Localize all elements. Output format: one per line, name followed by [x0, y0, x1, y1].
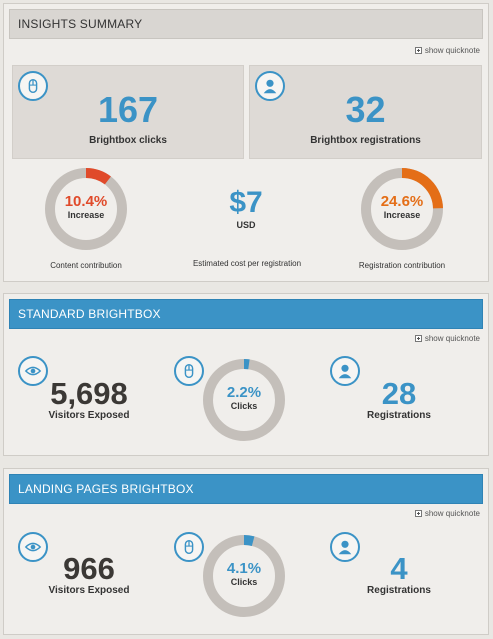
brightbox-clicks-card: 167 Brightbox clicks: [12, 65, 244, 159]
content-contribution-label: Content contribution: [50, 261, 122, 270]
brightbox-clicks-value: 167: [97, 89, 159, 130]
donut-progress-arc: [203, 535, 285, 617]
expand-icon: [414, 335, 422, 342]
visitors-exposed-value: 966: [63, 551, 115, 586]
expand-icon: [414, 47, 422, 54]
insights-summary-panel: INSIGHTS SUMMARY show quicknote 167 Brig…: [3, 3, 489, 282]
standard-brightbox-panel: STANDARD BRIGHTBOX show quicknote 5,698 …: [3, 293, 489, 456]
clicks-label: Clicks: [230, 401, 258, 411]
quicknote-label: show quicknote: [424, 46, 480, 55]
registrations-value: 28: [381, 376, 417, 411]
estimated-cost-unit: USD: [236, 220, 256, 230]
registrations-value: 4: [390, 551, 408, 586]
estimated-cost-value: $7: [229, 186, 263, 219]
mouse-icon: [18, 71, 48, 101]
registration-contribution-percent: 24.6%: [380, 193, 424, 210]
registration-contribution-donut: 24.6% Increase: [360, 167, 444, 251]
mouse-icon: [174, 356, 204, 386]
donut-progress-arc: [361, 168, 443, 250]
clicks-donut: 2.2% Clicks: [202, 358, 286, 442]
landing-pages-brightbox-header: LANDING PAGES BRIGHTBOX: [9, 474, 483, 504]
person-icon: [330, 356, 360, 386]
clicks-label: Clicks: [230, 577, 258, 587]
content-contribution-increase: Increase: [67, 210, 105, 220]
insights-summary-header: INSIGHTS SUMMARY: [9, 9, 483, 39]
eye-icon: [18, 532, 48, 562]
registration-contribution-label: Registration contribution: [358, 261, 446, 270]
clicks-percent: 4.1%: [226, 560, 262, 577]
quicknote-label: show quicknote: [424, 334, 480, 343]
quicknote-label: show quicknote: [424, 509, 480, 518]
standard-brightbox-header: STANDARD BRIGHTBOX: [9, 299, 483, 329]
visitors-exposed-label: Visitors Exposed: [48, 585, 130, 596]
content-contribution-percent: 10.4%: [64, 193, 108, 210]
clicks-donut: 4.1% Clicks: [202, 534, 286, 618]
clicks-percent: 2.2%: [226, 384, 262, 401]
registration-contribution-increase: Increase: [383, 210, 421, 220]
content-contribution-donut: 10.4% Increase: [44, 167, 128, 251]
landing-pages-brightbox-panel: LANDING PAGES BRIGHTBOX show quicknote 9…: [3, 468, 489, 635]
eye-icon: [18, 356, 48, 386]
visitors-exposed-label: Visitors Exposed: [48, 410, 130, 421]
registrations-label: Registrations: [367, 410, 431, 421]
visitors-exposed-value: 5,698: [50, 376, 128, 411]
brightbox-registrations-label: Brightbox registrations: [310, 135, 421, 146]
show-quicknote-link[interactable]: show quicknote: [414, 334, 480, 343]
brightbox-registrations-value: 32: [345, 89, 386, 130]
donut-progress-arc: [203, 359, 285, 441]
brightbox-registrations-card: 32 Brightbox registrations: [249, 65, 482, 159]
show-quicknote-link[interactable]: show quicknote: [414, 509, 480, 518]
person-icon: [330, 532, 360, 562]
donut-progress-arc: [45, 168, 127, 250]
mouse-icon: [174, 532, 204, 562]
expand-icon: [414, 510, 422, 517]
estimated-cost-label: Estimated cost per registration: [192, 259, 302, 268]
person-icon: [255, 71, 285, 101]
show-quicknote-link[interactable]: show quicknote: [414, 46, 480, 55]
brightbox-clicks-label: Brightbox clicks: [89, 135, 167, 146]
registrations-label: Registrations: [367, 585, 431, 596]
